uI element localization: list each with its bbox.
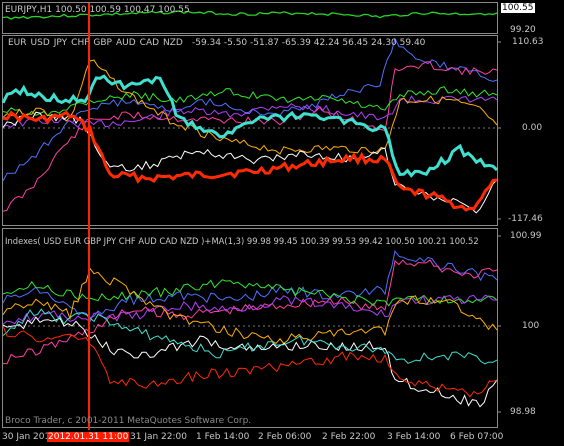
strength-y-top: 110.63 [512, 37, 544, 47]
price-line [2, 10, 498, 20]
x-label-2: 31 Jan 22:00 [130, 432, 187, 442]
index-line-6 [2, 308, 498, 365]
price-pane-frame [2, 2, 498, 34]
index-y-bottom: 98.98 [510, 407, 536, 417]
index-pane-frame [2, 228, 498, 428]
legend-item-aud: AUD [115, 38, 136, 48]
x-label-cursor: 2012.01.31 11:00 [47, 432, 130, 442]
x-label-7: 6 Feb 07:00 [450, 432, 504, 442]
legend-item-nzd: NZD [163, 38, 183, 48]
current-price-box: 100.55 [501, 3, 535, 13]
price-pane-title: EURJPY,H1 100.50 100.59 100.47 100.55 [5, 5, 190, 15]
strength-line-7 [2, 110, 498, 212]
strength-y-mid: 0.00 [522, 123, 543, 133]
index-y-mid: 100 [522, 321, 540, 331]
legend-item-eur: EUR [8, 38, 27, 48]
strength-line-6 [1, 74, 499, 178]
x-label-6: 3 Feb 14:00 [387, 432, 441, 442]
x-label-3: 1 Feb 14:00 [196, 432, 250, 442]
index-line-0 [2, 250, 498, 319]
index-line-7 [2, 325, 498, 398]
legend-item-jpy: JPY [53, 38, 68, 48]
strength-line-0 [2, 37, 498, 182]
price-low-label: 99.20 [510, 25, 536, 35]
index-pane-title: Indexes( USD EUR GBP JPY CHF AUD CAD NZD… [5, 236, 479, 246]
price-line-group [2, 10, 498, 20]
legend-item-usd: USD [30, 38, 50, 48]
legend-item-cad: CAD [139, 38, 160, 48]
strength-line-2 [2, 86, 498, 117]
legend-item-chf: CHF [71, 38, 90, 48]
index-line-4 [2, 267, 498, 345]
index-line-5 [2, 316, 498, 408]
right-axis-ticks [497, 41, 501, 413]
strength-line-1 [2, 61, 498, 212]
strength-y-bottom: -117.46 [508, 214, 543, 224]
strength-lines-group [1, 37, 499, 214]
index-line-3 [2, 294, 497, 325]
strength-line-3 [2, 95, 498, 129]
x-label-0: 30 Jan 2012 [2, 432, 56, 442]
strength-pane-frame [2, 35, 498, 226]
copyright-text: Broco Trader, c 2001-2011 MetaQuotes Sof… [5, 416, 252, 426]
index-lines-group [2, 250, 498, 408]
index-line-2 [2, 279, 498, 307]
strength-line-4 [2, 59, 498, 155]
strength-values: -59.34 -5.50 -51.87 -65.39 42.24 56.45 2… [192, 38, 426, 48]
x-label-5: 2 Feb 22:00 [322, 432, 376, 442]
strength-line-5 [2, 111, 498, 214]
index-y-top: 100.99 [510, 231, 542, 241]
strength-legend: EUR USD JPY CHF GBP AUD CAD NZD [8, 38, 187, 48]
legend-item-gbp: GBP [93, 38, 112, 48]
x-label-4: 2 Feb 06:00 [258, 432, 312, 442]
